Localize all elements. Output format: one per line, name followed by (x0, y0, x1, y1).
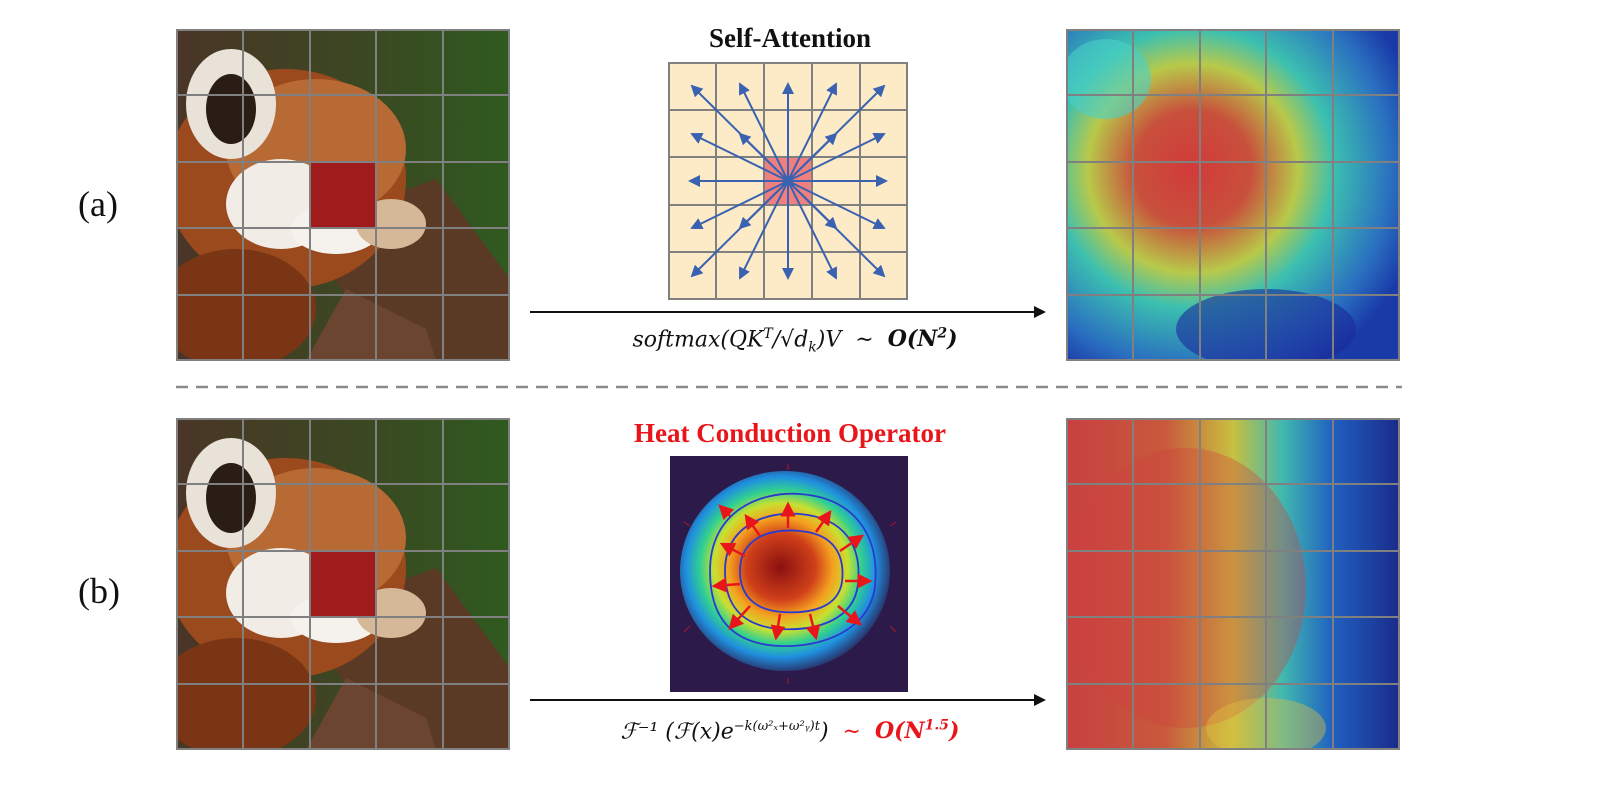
formula-b-inv: ℱ⁻¹ (620, 719, 659, 745)
formula-a-main: softmax(QK (632, 327, 764, 353)
operator-title-self-attention: Self-Attention (709, 23, 871, 53)
heat-flow-arrows (711, 501, 873, 641)
formula-a-sup: T (763, 326, 773, 342)
complexity-b-O: O(N (874, 718, 925, 745)
attention-heatmap-icon (1061, 29, 1400, 369)
formula-heat-conduction: ℱ⁻¹ (ℱ(x)e−k(ω²ₓ+ω²ᵧ)t) ~ O(N1.5) (555, 718, 1025, 744)
row-label-a: (a) (78, 184, 118, 224)
formula-b-close: ) (819, 719, 829, 745)
attention-map-output (1061, 29, 1400, 369)
patch-grid-b (176, 418, 510, 750)
arrow-b (530, 694, 1046, 706)
complexity-a-exp: 2 (937, 326, 948, 342)
formula-self-attention: softmax(QKT/√dk)V ~ O(N2) (560, 326, 1030, 356)
red-panda-photo-icon (156, 418, 510, 758)
arrow-a (530, 306, 1046, 318)
red-panda-photo-icon (156, 29, 510, 369)
complexity-b-exp: 1.5 (924, 718, 950, 734)
query-patch-a (310, 162, 376, 228)
heat-map-output (1066, 418, 1400, 758)
operator-title-heat-conduction: Heat Conduction Operator (634, 418, 946, 448)
self-attention-grid (668, 62, 908, 300)
complexity-b: O(N1.5) (875, 718, 959, 744)
formula-a-tilde: ~ (855, 327, 874, 353)
heat-field-diagram (670, 456, 908, 692)
formula-a-sub: k (808, 339, 817, 356)
formula-b-body: (ℱ(x)e (665, 719, 734, 745)
heat-conduction-heatmap-icon (1066, 418, 1400, 758)
input-image-a (156, 29, 510, 369)
formula-b-tilde: ~ (842, 719, 861, 745)
query-patch-b (310, 551, 376, 617)
complexity-a-close: ) (947, 326, 958, 353)
formula-b-exponent: −k(ω²ₓ+ω²ᵧ)t (733, 719, 820, 734)
formula-a-tail: )V (816, 327, 842, 353)
heat-conduction-diagram (670, 456, 908, 692)
complexity-a: O(N2) (888, 326, 958, 352)
attention-arrows (688, 82, 888, 280)
complexity-a-O: O(N (887, 326, 938, 353)
input-image-b (156, 418, 510, 758)
patch-grid-a (176, 29, 510, 361)
row-label-b: (b) (78, 571, 120, 611)
self-attention-diagram (668, 62, 908, 300)
row-divider (176, 385, 1402, 389)
complexity-b-close: ) (949, 718, 960, 745)
formula-a-after: /√d (772, 327, 809, 353)
